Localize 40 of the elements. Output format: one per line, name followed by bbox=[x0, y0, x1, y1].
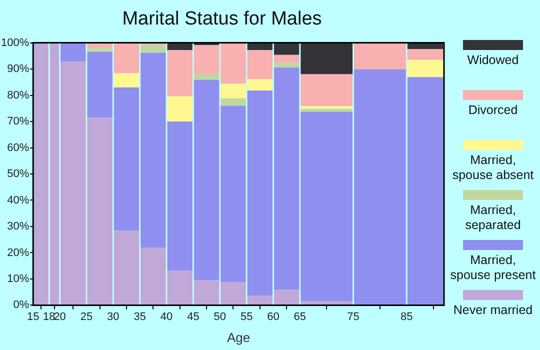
legend-label: Married, spouse absent bbox=[451, 153, 535, 183]
y-tick-label: 70% bbox=[7, 116, 30, 128]
bar bbox=[114, 73, 140, 88]
x-tick-label: 75 bbox=[347, 310, 360, 323]
x-tick-label: 25 bbox=[80, 310, 93, 323]
bar bbox=[220, 98, 246, 106]
x-tick-label: 18 bbox=[43, 310, 56, 323]
bar bbox=[167, 96, 192, 122]
legend-label: Married, separated bbox=[464, 203, 522, 233]
y-tick-label: 0% bbox=[13, 299, 30, 312]
x-tick-label: 45 bbox=[187, 310, 200, 323]
y-tick-label: 10% bbox=[7, 272, 30, 285]
y-tick-label: 100% bbox=[0, 36, 30, 49]
x-tick-label: 15 bbox=[27, 310, 40, 323]
y-tick-label: 50% bbox=[7, 168, 30, 180]
x-tick-label: 55 bbox=[240, 310, 253, 323]
x-axis-title: Age bbox=[226, 330, 250, 345]
y-tick-label: 20% bbox=[7, 246, 30, 259]
bar bbox=[274, 62, 300, 68]
x-tick-label: 35 bbox=[134, 310, 146, 323]
bar bbox=[194, 74, 220, 80]
x-tick-label: 30 bbox=[107, 310, 120, 323]
x-tick-label: 20 bbox=[54, 310, 66, 323]
legend-label: Married, spouse present bbox=[450, 253, 536, 283]
y-tick-label: 60% bbox=[7, 142, 30, 154]
chart-title: Marital Status for Males bbox=[122, 8, 322, 30]
legend-label: Never married bbox=[453, 303, 533, 318]
x-tick-label: 40 bbox=[160, 310, 173, 323]
legend-label: Widowed bbox=[467, 53, 519, 68]
bar bbox=[87, 48, 112, 52]
y-tick-label: 80% bbox=[7, 89, 30, 102]
x-tick-label: 60 bbox=[267, 310, 280, 323]
x-tick-label: 50 bbox=[214, 310, 226, 323]
x-tick-label: 85 bbox=[400, 310, 413, 323]
bar bbox=[140, 45, 166, 53]
legend-label: Divorced bbox=[468, 103, 518, 118]
x-tick-label: 65 bbox=[294, 310, 306, 323]
y-tick-label: 30% bbox=[7, 220, 30, 233]
y-tick-label: 40% bbox=[7, 194, 30, 206]
y-tick-label: 90% bbox=[7, 63, 30, 76]
